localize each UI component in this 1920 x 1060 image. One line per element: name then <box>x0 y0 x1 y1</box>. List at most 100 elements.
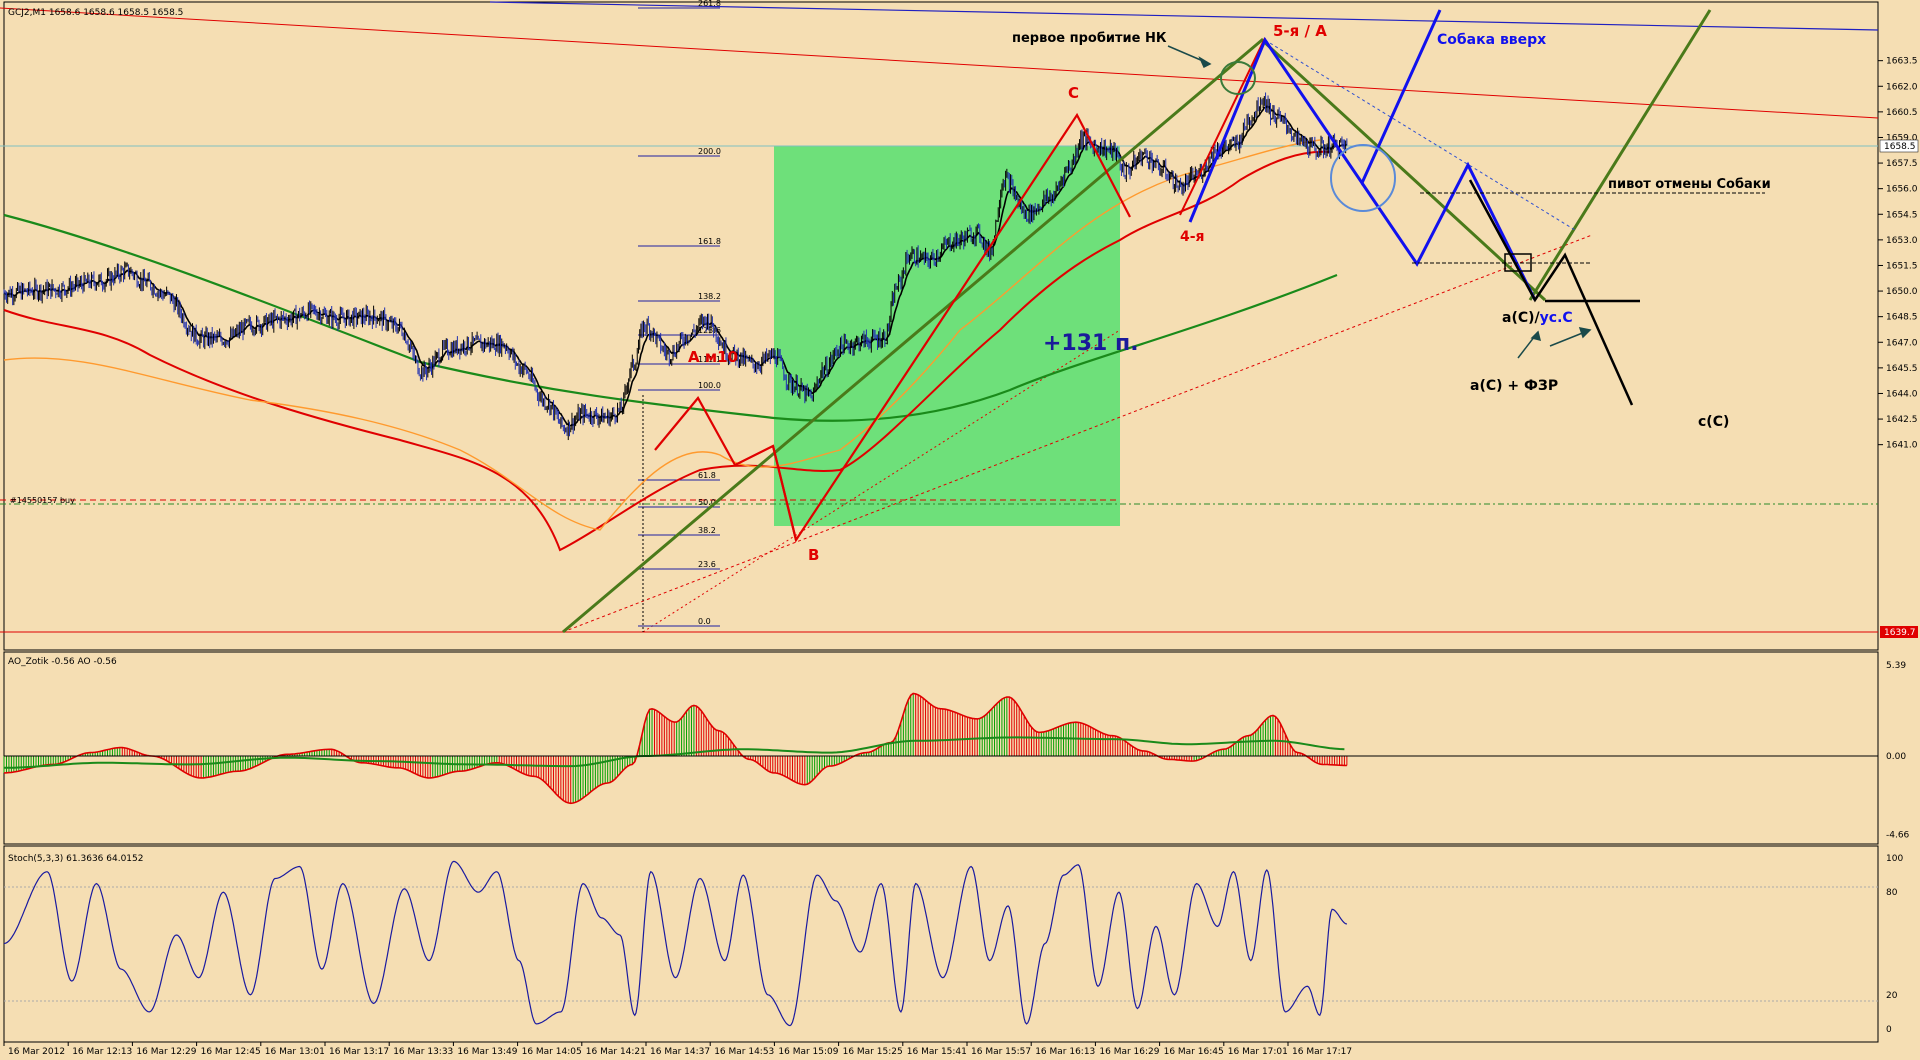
time-tick-label: 16 Mar 16:29 <box>1099 1047 1159 1057</box>
time-tick-label: 16 Mar 14:21 <box>586 1047 646 1057</box>
ao-label: AO_Zotik -0.56 AO -0.56 <box>8 657 117 667</box>
annotation-ac-fzr: a(C) + ФЗР <box>1470 378 1558 394</box>
time-axis: 16 Mar 2012 16 Mar 12:13 16 Mar 12:29 16 Ma… <box>3 1042 1352 1057</box>
order-label: #14550157 buy <box>10 496 75 505</box>
price-tick-label: 1651.5 <box>1886 261 1918 271</box>
fib-level-label: 100.0 <box>698 381 721 390</box>
time-tick-label: 16 Mar 15:41 <box>907 1047 967 1057</box>
time-tick-label: 16 Mar 14:37 <box>650 1047 710 1057</box>
price-tick-label: 1657.5 <box>1886 159 1918 169</box>
olive-impulse-line <box>562 38 1547 634</box>
time-tick-label: 16 Mar 12:29 <box>136 1047 196 1057</box>
wave-olive <box>562 9 1712 634</box>
target-box <box>1504 253 1532 272</box>
price-axis: 1663.5 1662.0 1660.5 1659.0 1657.5 1656.0 1654… <box>1878 57 1918 451</box>
annotation-wave-5a: 5-я / A <box>1273 22 1327 40</box>
symbol-header: GCJ2,M1 1658.6 1658.6 1658.5 1658.5 <box>8 8 183 18</box>
blue-wave-down <box>1360 161 1537 301</box>
blue-dotted-channel <box>1264 39 1576 231</box>
ao-axis: 5.39 0.00 -4.66 <box>1886 661 1910 841</box>
ma-fast-orange <box>3 139 1321 531</box>
price-tick-label: 1653.0 <box>1886 236 1918 246</box>
time-tick-label: 16 Mar 16:45 <box>1164 1047 1224 1057</box>
fib-level-label: 138.2 <box>698 292 721 301</box>
stoch-tick-label: 80 <box>1886 888 1898 898</box>
price-panel-frame <box>3 1 1879 651</box>
wave-blue <box>1188 9 1537 301</box>
reversal-circle <box>1330 144 1396 212</box>
price-tick-label: 1656.0 <box>1886 185 1918 195</box>
time-tick-label: 16 Mar 15:25 <box>843 1047 903 1057</box>
time-tick-label: 16 Mar 17:17 <box>1292 1047 1352 1057</box>
time-tick-label: 16 Mar 2012 <box>8 1047 65 1057</box>
black-wave-path <box>1468 179 1634 406</box>
annotation-dog-up: Собака вверх <box>1437 32 1546 48</box>
stoch-panel-frame <box>3 845 1879 1043</box>
resistance-trendline <box>0 7 1879 119</box>
time-tick-label: 16 Mar 13:01 <box>265 1047 325 1057</box>
time-tick-label: 16 Mar 14:05 <box>522 1047 582 1057</box>
fib-level-label: 161.8 <box>698 237 721 246</box>
price-tick-label: 1644.0 <box>1886 389 1918 399</box>
blue-wave-projection <box>1188 9 1442 223</box>
stoch-tick-label: 0 <box>1886 1025 1892 1035</box>
target-arrowhead-1 <box>1530 330 1542 342</box>
stoch-tick-label: 20 <box>1886 991 1898 1001</box>
annotation-arrows <box>1167 45 1592 359</box>
red-wave-b <box>734 444 798 541</box>
price-tick-label: 1650.0 <box>1886 287 1918 297</box>
annotation-wave-c: C <box>1068 84 1079 102</box>
time-tick-label: 16 Mar 15:57 <box>971 1047 1031 1057</box>
upper-channel-line <box>489 1 1879 31</box>
ao-tick-label: 0.00 <box>1886 752 1906 762</box>
time-tick-label: 16 Mar 13:49 <box>457 1047 517 1057</box>
fib-level-label: 38.2 <box>698 526 716 535</box>
annotation-first-break: первое пробитие НК <box>1012 31 1167 46</box>
time-tick-label: 16 Mar 17:01 <box>1228 1047 1288 1057</box>
annotation-am10: А м10 <box>688 348 738 366</box>
fib-level-label: 0.0 <box>698 617 711 626</box>
breakout-circle <box>1220 61 1256 95</box>
price-tick-label: 1647.0 <box>1886 338 1918 348</box>
price-tick-label: 1660.5 <box>1886 108 1918 118</box>
wave-black <box>1468 179 1640 406</box>
fib-level-label: 23.6 <box>698 560 716 569</box>
breakout-arrowhead <box>1198 56 1212 69</box>
price-tick-label: 1645.5 <box>1886 364 1918 374</box>
low-price-badge <box>1880 626 1918 638</box>
ao-tick-label: -4.66 <box>1886 831 1910 841</box>
price-tick-label: 1663.5 <box>1886 57 1918 67</box>
fib-level-label: 200.0 <box>698 147 721 156</box>
time-tick-label: 16 Mar 13:33 <box>393 1047 453 1057</box>
time-tick-label: 16 Mar 13:17 <box>329 1047 389 1057</box>
candlestick-series <box>3 92 1348 441</box>
annotation-ac-usc: a(C)/ус.С <box>1502 310 1573 326</box>
fib-level-label: 50.0 <box>698 498 716 507</box>
price-tick-label: 1641.0 <box>1886 441 1918 451</box>
ma-slow-green <box>3 213 1338 422</box>
annotation-gain: +131 п. <box>1043 331 1139 356</box>
time-tick-label: 16 Mar 12:13 <box>72 1047 132 1057</box>
ma-mid-red <box>3 150 1331 552</box>
current-price-badge <box>1879 139 1919 153</box>
ao-panel-frame <box>3 651 1879 845</box>
price-tick-label: 1654.5 <box>1886 210 1918 220</box>
time-tick-label: 16 Mar 15:09 <box>778 1047 838 1057</box>
price-tick-label: 1662.0 <box>1886 82 1918 92</box>
low-price-label: 1639.7 <box>1884 628 1916 638</box>
olive-projection-line <box>1528 9 1712 301</box>
time-tick-label: 16 Mar 14:53 <box>714 1047 774 1057</box>
time-tick-label: 16 Mar 12:45 <box>201 1047 261 1057</box>
stoch-main-line <box>3 860 1348 1027</box>
ao-tick-label: 5.39 <box>1886 661 1906 671</box>
annotation-wave-4: 4-я <box>1180 229 1205 245</box>
target-arrowhead-2 <box>1578 327 1592 339</box>
red-wave-am10 <box>654 396 736 466</box>
stoch-label: Stoch(5,3,3) 61.3636 64.0152 <box>8 854 143 864</box>
annotation-wave-b: B <box>808 546 819 564</box>
stoch-axis: 100 80 20 0 <box>1886 854 1903 1035</box>
fib-level-label: 61.8 <box>698 471 716 480</box>
annotation-cc: c(C) <box>1698 414 1729 430</box>
price-tick-label: 1659.0 <box>1886 133 1918 143</box>
